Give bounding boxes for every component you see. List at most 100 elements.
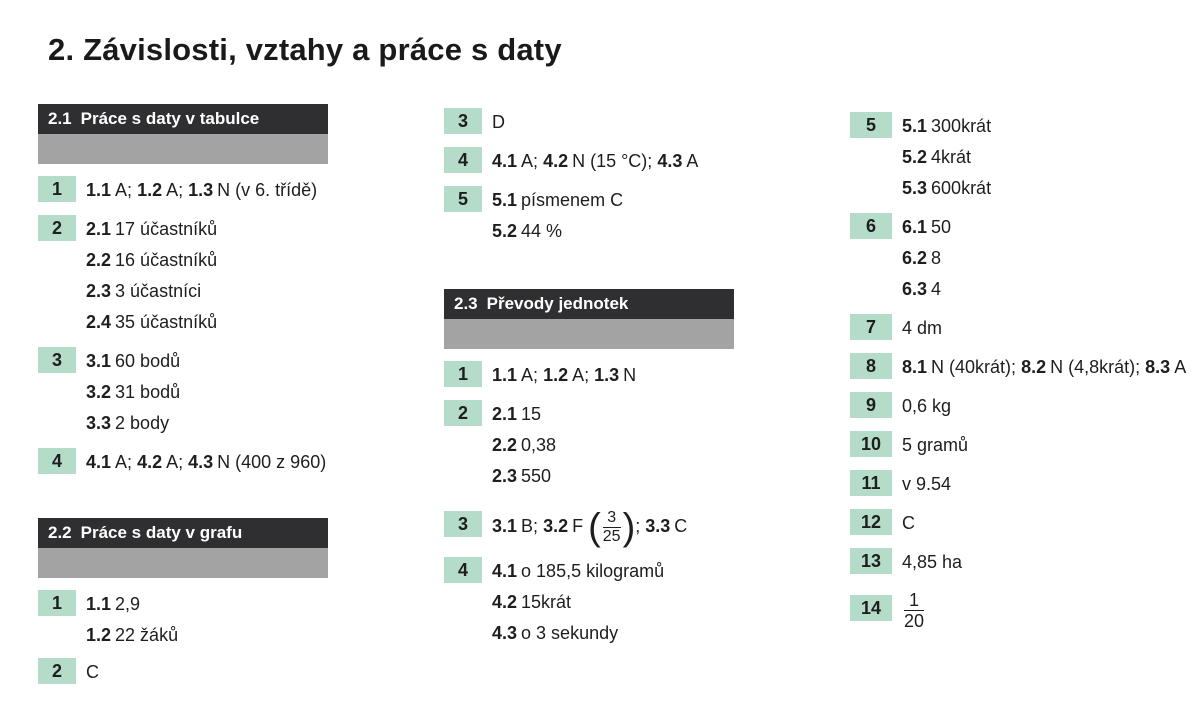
sub-key: 1.3 — [594, 365, 620, 385]
question-number: 11 — [850, 470, 892, 496]
question-4: 4 4.1 A; 4.2 A; 4.3 N (400 z 960) — [38, 448, 328, 479]
separator: ; — [635, 516, 641, 536]
question-number: 7 — [850, 314, 892, 340]
question-2: 2 C — [38, 658, 328, 689]
answer-line: 5 gramů — [902, 431, 968, 462]
sub-value: 31 bodů — [115, 382, 181, 402]
sub-value: A; — [521, 365, 539, 385]
answer-value: C — [902, 513, 915, 533]
question-3: 3 3.1 60 bodů 3.2 31 bodů 3.3 2 body — [38, 347, 328, 440]
sub-key: 2.1 — [86, 219, 112, 239]
sub-value: 16 účastníků — [115, 250, 218, 270]
answer-line: 0,6 kg — [902, 392, 951, 423]
section-header: 2.3 Převody jednotek — [444, 289, 734, 349]
answer-line: 2.3 3 účastníci — [86, 277, 217, 308]
question-2: 2 2.1 15 2.2 0,38 2.3 550 — [444, 400, 734, 493]
answers: 5.1 písmenem C 5.2 44 % — [492, 186, 623, 248]
answers: C — [902, 509, 915, 540]
sub-key: 5.1 — [902, 116, 928, 136]
section-number: 2.2 — [48, 523, 72, 542]
answer-line: 1.1 A; 1.2 A; 1.3 N — [492, 361, 636, 392]
answer-line: 4.1 o 185,5 kilogramů — [492, 557, 664, 588]
sub-value: N (v 6. třídě) — [217, 180, 318, 200]
sub-value: 35 účastníků — [115, 312, 218, 332]
answer-line: 3.1 B; 3.2 F (3 25); 3.3 C — [492, 503, 687, 549]
sub-key: 8.1 — [902, 357, 928, 377]
question-8: 8 8.1 N (40krát); 8.2 N (4,8krát); 8.3 A — [850, 353, 1186, 384]
sub-key: 5.3 — [902, 178, 928, 198]
answer-value: 5 gramů — [902, 435, 969, 455]
question-number: 8 — [850, 353, 892, 379]
section-title: Práce s daty v tabulce — [80, 109, 260, 128]
question-number: 4 — [444, 147, 482, 173]
answer-line: 5.2 4krát — [902, 143, 991, 174]
sub-key: 3.2 — [86, 382, 112, 402]
answer-value: 4 dm — [902, 318, 943, 338]
answer-value: C — [86, 662, 99, 682]
sub-value: A; — [166, 452, 184, 472]
answer-value: 0,6 kg — [902, 396, 952, 416]
sub-key: 6.2 — [902, 248, 928, 268]
sub-key: 5.2 — [902, 147, 928, 167]
sub-value: o 185,5 kilogramů — [521, 561, 665, 581]
sub-value: 50 — [931, 217, 952, 237]
answers: 4.1 A; 4.2 A; 4.3 N (400 z 960) — [86, 448, 326, 479]
question-number: 1 — [444, 361, 482, 387]
answer-line: 4 dm — [902, 314, 942, 345]
question-number: 12 — [850, 509, 892, 535]
sub-key: 2.2 — [492, 435, 518, 455]
sub-value: 60 bodů — [115, 351, 181, 371]
sub-value: A — [1174, 357, 1187, 377]
question-1: 1 1.1 A; 1.2 A; 1.3 N (v 6. třídě) — [38, 176, 328, 207]
answers: 4 dm — [902, 314, 942, 345]
sub-value: B; — [521, 516, 539, 536]
answer-line: 5.1 písmenem C — [492, 186, 623, 217]
fraction-denominator: 20 — [904, 610, 925, 631]
sub-value: N (400 z 960) — [217, 452, 327, 472]
sub-key: 1.1 — [86, 594, 112, 614]
sub-value: 4krát — [931, 147, 972, 167]
question-number: 4 — [38, 448, 76, 474]
answers: 4,85 ha — [902, 548, 962, 579]
section-header-band — [444, 319, 734, 349]
sub-value: 600krát — [931, 178, 992, 198]
question-5: 5 5.1 písmenem C 5.2 44 % — [444, 186, 698, 248]
section-header: 2.2 Práce s daty v grafu — [38, 518, 328, 578]
sub-value: N (40krát); — [931, 357, 1017, 377]
question-number: 13 — [850, 548, 892, 574]
section-2-3: 2.3 Převody jednotek 1 1.1 A; 1.2 A; 1.3 N 2… — [444, 289, 734, 650]
sub-key: 4.1 — [86, 452, 112, 472]
answers: 8.1 N (40krát); 8.2 N (4,8krát); 8.3 A — [902, 353, 1186, 384]
sub-key: 8.2 — [1021, 357, 1047, 377]
question-number: 1 — [38, 176, 76, 202]
section-header-band — [38, 548, 328, 578]
section-2-3-continued: 5 5.1 300krát 5.2 4krát 5.3 600krát 6 6.1 50… — [850, 108, 1186, 631]
answer-line: 2.1 15 — [492, 400, 556, 431]
sub-key: 1.2 — [137, 180, 163, 200]
question-number: 3 — [444, 511, 482, 537]
sub-value: 22 žáků — [115, 625, 179, 645]
sub-key: 6.3 — [902, 279, 928, 299]
answer-line: 6.2 8 — [902, 244, 951, 275]
answer-line: C — [86, 658, 99, 689]
question-number: 14 — [850, 595, 892, 621]
sub-key: 3.3 — [86, 413, 112, 433]
sub-value: 44 % — [521, 221, 563, 241]
question-number: 1 — [38, 590, 76, 616]
section-2-1: 2.1 Práce s daty v tabulce 1 1.1 A; 1.2 A; … — [38, 104, 328, 479]
page-title: 2. Závislosti, vztahy a práce s daty — [48, 32, 562, 67]
question-7: 7 4 dm — [850, 314, 1186, 345]
answer-line: 4,85 ha — [902, 548, 962, 579]
answer-line: 6.3 4 — [902, 275, 951, 306]
answer-line: D — [492, 108, 505, 139]
sub-value: písmenem C — [521, 190, 624, 210]
section-title: Převody jednotek — [486, 294, 629, 313]
question-3: 3 3.1 B; 3.2 F (3 25); 3.3 C — [444, 503, 734, 549]
answer-value: 4,85 ha — [902, 552, 963, 572]
answer-value: D — [492, 112, 505, 132]
question-14: 14 1 20 — [850, 587, 1186, 631]
answer-line: 1.1 2,9 — [86, 590, 178, 621]
answer-line: 5.1 300krát — [902, 112, 991, 143]
sub-key: 2.3 — [86, 281, 112, 301]
sub-value: 3 účastníci — [115, 281, 202, 301]
